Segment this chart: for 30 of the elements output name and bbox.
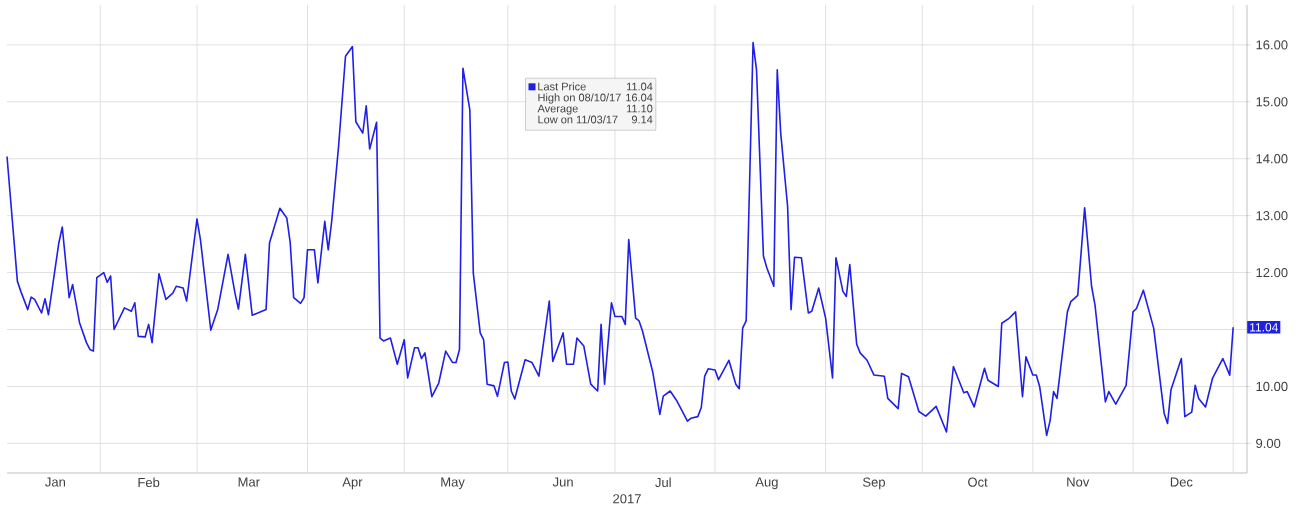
- annotation: 11.04: [626, 82, 653, 91]
- y-tick-label: 10.00: [1256, 381, 1288, 392]
- legend-label: Last Price: [538, 82, 586, 91]
- annotation: 11.10: [626, 104, 653, 113]
- annotation: 9.14: [631, 115, 653, 124]
- x-tick-label: Apr: [342, 477, 363, 490]
- y-tick-label: 15.00: [1256, 97, 1288, 107]
- y-tick-label: 13.00: [1256, 211, 1288, 221]
- x-tick-label: Jun: [552, 477, 573, 487]
- y-tick-label: 12.00: [1256, 268, 1288, 278]
- y-tick-label: 9.00: [1256, 438, 1281, 449]
- line-series: [6, 41, 1234, 437]
- x-axis-title: 2017: [613, 494, 641, 504]
- x-tick-label: Aug: [755, 477, 778, 490]
- x-tick-label: Oct: [968, 477, 988, 487]
- x-tick-label: Feb: [138, 477, 160, 488]
- y-tick-label: 14.00: [1256, 154, 1288, 164]
- x-tick-label: Sep: [862, 477, 885, 490]
- annotation: Average: [537, 104, 578, 115]
- x-tick-label: May: [441, 477, 465, 490]
- x-tick-label: Mar: [238, 477, 260, 487]
- x-tick-label: Nov: [1067, 477, 1090, 487]
- annotation: High on 08/10/17: [538, 93, 621, 104]
- annotation: Low on 11/03/17: [538, 115, 618, 124]
- x-tick-label: Jul: [655, 477, 671, 488]
- x-tick-label: Dec: [1170, 477, 1193, 487]
- annotation: 11.04: [1250, 323, 1278, 332]
- x-tick-label: Jan: [45, 477, 65, 487]
- annotation: 16.04: [626, 93, 653, 102]
- y-tick-label: 16.00: [1256, 40, 1288, 50]
